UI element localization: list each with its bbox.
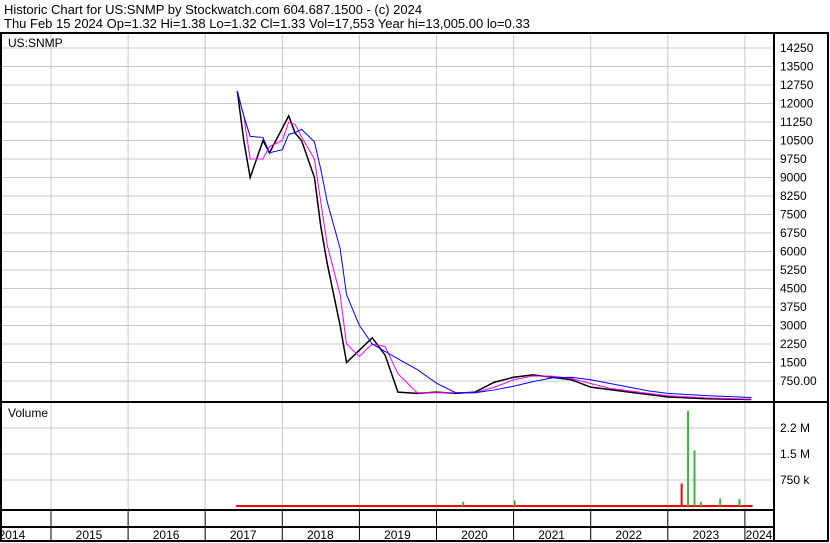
volume-tick-label: 750 k [780, 473, 810, 487]
price-tick-label: 14250 [780, 41, 814, 55]
volume-bar [719, 498, 722, 506]
moving-average-short [236, 91, 752, 400]
x-tick-label: 2014 [0, 528, 26, 542]
volume-bar [462, 501, 465, 506]
volume-bar [699, 501, 702, 506]
price-tick-label: 7500 [780, 208, 807, 222]
price-tick-label: 3750 [780, 300, 807, 314]
volume-tick-label: 1.5 M [780, 447, 810, 461]
price-tick-label: 9000 [780, 171, 807, 185]
volume-bar [680, 483, 683, 506]
x-tick-label: 2018 [307, 528, 334, 542]
price-tick-label: 8250 [780, 189, 807, 203]
chart-title: Historic Chart for US:SNMP by Stockwatch… [4, 2, 423, 17]
x-tick-label: 2016 [153, 528, 180, 542]
quote-line: Thu Feb 15 2024 Op=1.32 Hi=1.38 Lo=1.32 … [4, 16, 530, 31]
price-tick-label: 12000 [780, 97, 814, 111]
price-tick-label: 4500 [780, 282, 807, 296]
price-tick-label: 6000 [780, 245, 807, 259]
price-line [236, 91, 752, 401]
x-tick-label: 2022 [615, 528, 642, 542]
price-tick-label: 13500 [780, 60, 814, 74]
price-tick-label: 3000 [780, 319, 807, 333]
volume-bar [738, 499, 741, 506]
x-tick-label: 2019 [384, 528, 411, 542]
volume-panel-label: Volume [8, 406, 48, 420]
moving-average-long [236, 91, 752, 398]
price-tick-label: 12750 [780, 78, 814, 92]
x-tick-label: 2020 [461, 528, 488, 542]
volume-bar [513, 500, 516, 506]
price-tick-label: 9750 [780, 152, 807, 166]
price-tick-label: 2250 [780, 337, 807, 351]
x-tick-label: 2024 [746, 528, 773, 542]
price-tick-label: 5250 [780, 263, 807, 277]
x-tick-label: 2021 [538, 528, 565, 542]
volume-bar [693, 450, 696, 506]
x-tick-label: 2015 [76, 528, 103, 542]
x-tick-label: 2023 [692, 528, 719, 542]
volume-bar [687, 410, 690, 506]
price-panel-label: US:SNMP [8, 36, 63, 50]
price-tick-label: 750.00 [780, 374, 817, 388]
x-tick-label: 2017 [230, 528, 257, 542]
price-tick-label: 6750 [780, 226, 807, 240]
price-tick-label: 10500 [780, 134, 814, 148]
volume-tick-label: 2.2 M [780, 421, 810, 435]
chart-frame [0, 32, 829, 542]
price-tick-label: 1500 [780, 356, 807, 370]
price-tick-label: 11250 [780, 115, 813, 129]
